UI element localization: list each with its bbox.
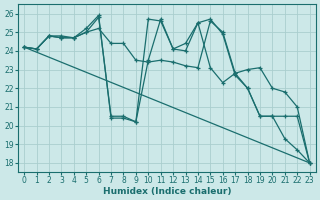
X-axis label: Humidex (Indice chaleur): Humidex (Indice chaleur) [103, 187, 231, 196]
